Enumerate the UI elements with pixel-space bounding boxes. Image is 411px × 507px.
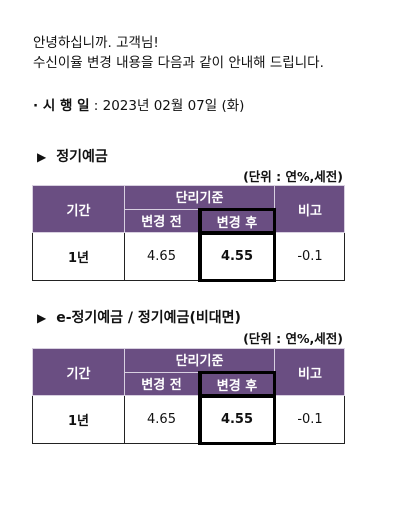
rate-table: 기간 단리기준 비고 변경 전 변경 후 1년 4.65 4.55 -0.1	[32, 185, 345, 282]
header-simple-rate: 단리기준	[124, 185, 275, 210]
section-title-text: 정기예금	[56, 149, 108, 165]
header-after: 변경 후	[198, 207, 276, 233]
section-title-e-deposit: ▶ e-정기예금 / 정기예금(비대면)	[37, 307, 241, 327]
rate-table: 기간 단리기준 비고 변경 전 변경 후 1년 4.65 4.55 -0.1	[32, 348, 345, 445]
cell-period: 1년	[32, 232, 125, 281]
header-before: 변경 전	[124, 208, 200, 233]
greeting-line-1: 안녕하십니까. 고객님!	[33, 35, 159, 51]
unit-label: (단위 : 연%,세전)	[243, 169, 343, 184]
greeting-line-2: 수신이율 변경 내용을 다음과 같이 안내해 드립니다.	[33, 55, 324, 71]
effective-date-value: : 2023년 02월 07일 (화)	[89, 98, 245, 114]
header-before: 변경 전	[124, 371, 200, 396]
greeting: 안녕하십니까. 고객님! 수신이율 변경 내용을 다음과 같이 안내해 드립니다…	[33, 33, 324, 73]
header-simple-rate: 단리기준	[124, 348, 275, 373]
triangle-right-icon: ▶	[37, 311, 47, 325]
section-title-deposit: ▶ 정기예금	[37, 146, 108, 166]
triangle-right-icon: ▶	[37, 150, 47, 164]
header-period: 기간	[32, 348, 125, 396]
section-title-text: e-정기예금 / 정기예금(비대면)	[56, 310, 241, 326]
header-note: 비고	[274, 185, 345, 233]
header-period: 기간	[32, 185, 125, 233]
cell-after: 4.55	[198, 232, 276, 282]
header-note: 비고	[274, 348, 345, 396]
effective-date-label: · 시 행 일	[33, 98, 90, 114]
cell-period: 1년	[32, 395, 125, 444]
unit-label: (단위 : 연%,세전)	[243, 331, 343, 346]
cell-note: -0.1	[274, 232, 345, 281]
effective-date: · 시 행 일 : 2023년 02월 07일 (화)	[33, 94, 244, 114]
cell-before: 4.65	[124, 395, 200, 444]
cell-after: 4.55	[198, 395, 276, 445]
cell-before: 4.65	[124, 232, 200, 281]
header-after: 변경 후	[198, 370, 276, 396]
cell-note: -0.1	[274, 395, 345, 444]
